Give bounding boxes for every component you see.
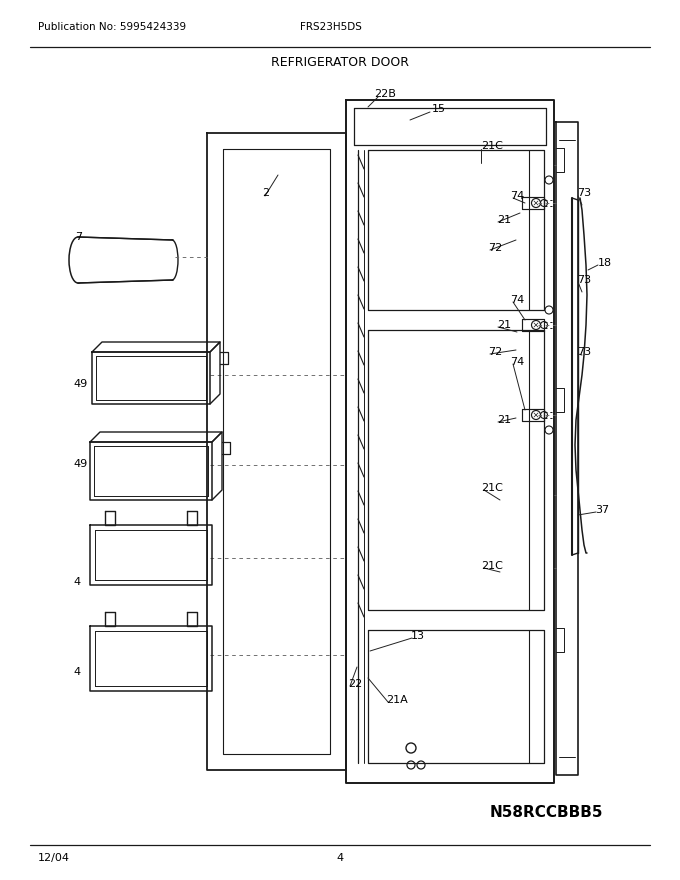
Text: 73: 73 [577, 275, 591, 285]
Text: 21: 21 [497, 415, 511, 425]
Polygon shape [78, 237, 172, 283]
Text: 15: 15 [432, 104, 446, 114]
Text: 7: 7 [75, 232, 82, 242]
Text: 21C: 21C [481, 141, 503, 151]
Text: 21C: 21C [481, 483, 503, 493]
Text: 4: 4 [337, 853, 343, 863]
Text: 72: 72 [488, 243, 503, 253]
Text: 21C: 21C [481, 561, 503, 571]
Text: 2: 2 [262, 188, 269, 198]
Text: 73: 73 [577, 188, 591, 198]
Text: 22: 22 [348, 679, 362, 689]
Text: 37: 37 [595, 505, 609, 515]
Text: 74: 74 [510, 191, 524, 201]
Text: 22B: 22B [374, 89, 396, 99]
Text: 13: 13 [411, 631, 425, 641]
Text: 49: 49 [73, 459, 87, 469]
Text: 21A: 21A [386, 695, 408, 705]
Text: 72: 72 [488, 347, 503, 357]
Text: 12/04: 12/04 [38, 853, 70, 863]
Text: 4: 4 [73, 667, 80, 677]
Text: N58RCCBBB5: N58RCCBBB5 [490, 804, 603, 819]
Text: 74: 74 [510, 357, 524, 367]
Text: 49: 49 [73, 379, 87, 389]
Text: 74: 74 [510, 295, 524, 305]
Text: 21: 21 [497, 320, 511, 330]
Text: 18: 18 [598, 258, 612, 268]
Text: Publication No: 5995424339: Publication No: 5995424339 [38, 22, 186, 32]
Text: 4: 4 [73, 577, 80, 587]
Text: 73: 73 [577, 347, 591, 357]
Text: FRS23H5DS: FRS23H5DS [300, 22, 362, 32]
Text: REFRIGERATOR DOOR: REFRIGERATOR DOOR [271, 55, 409, 69]
Text: 21: 21 [497, 215, 511, 225]
